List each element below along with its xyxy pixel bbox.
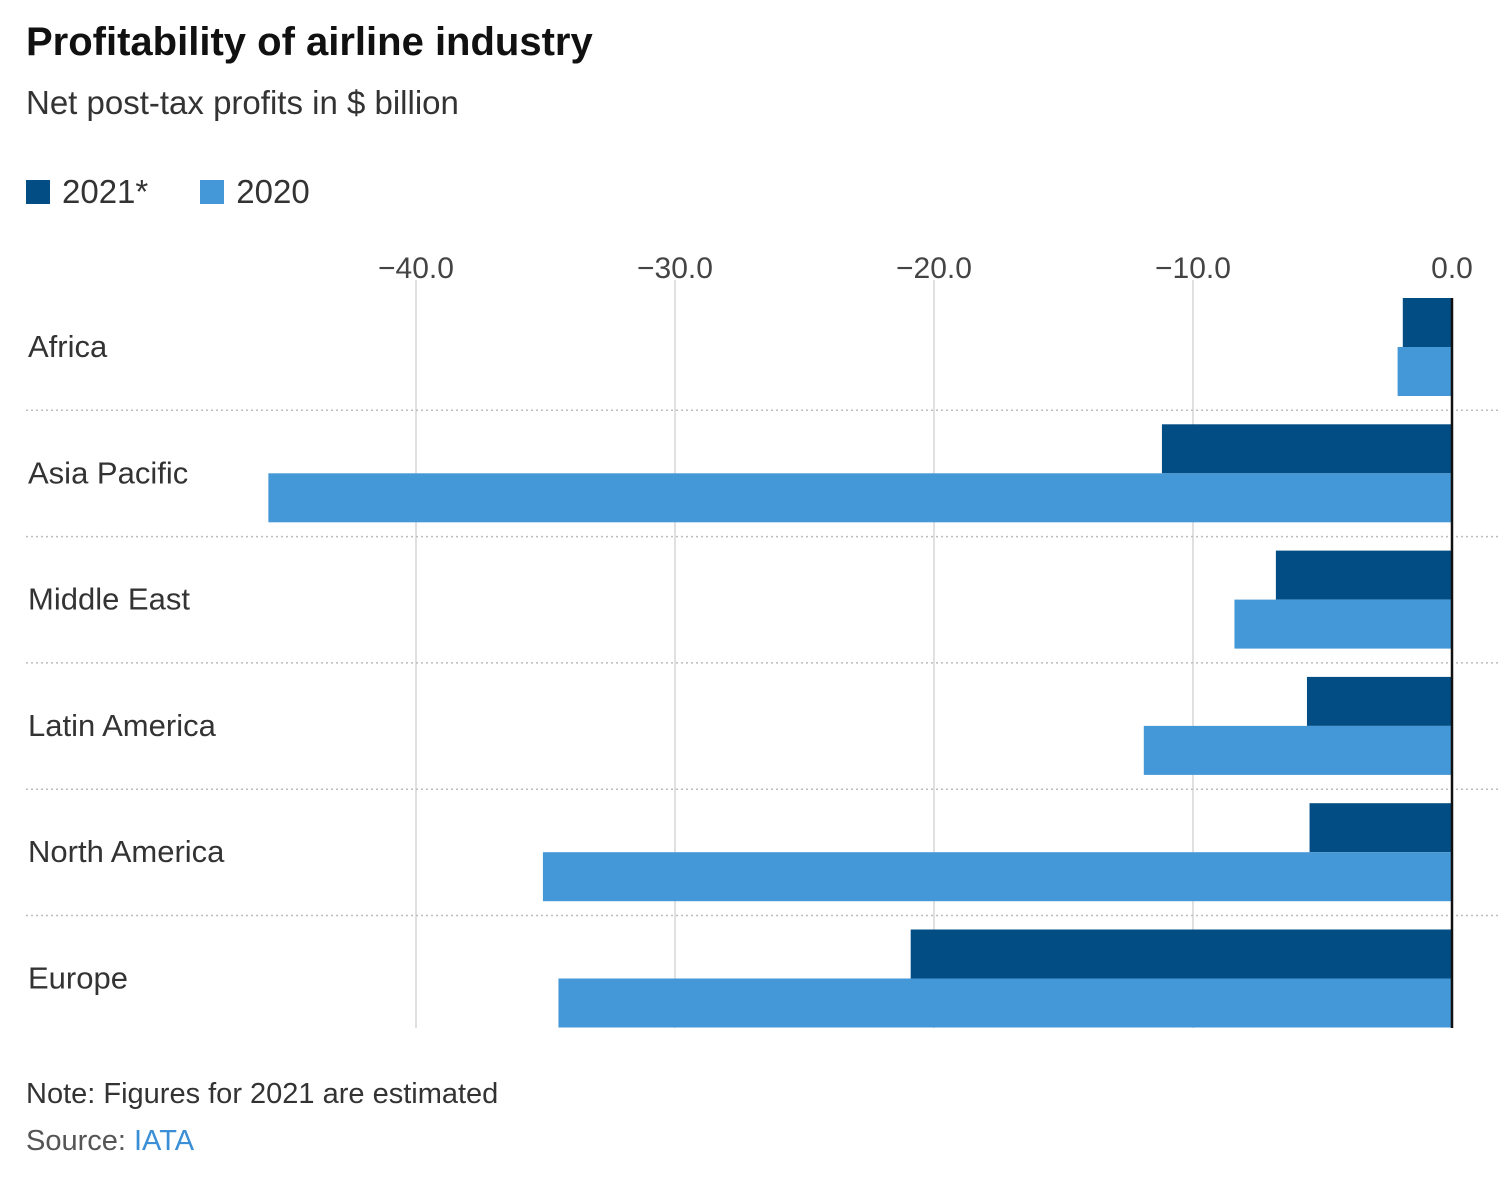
x-tick-label: −40.0 xyxy=(378,252,454,285)
legend-label-2020: 2020 xyxy=(236,173,310,210)
bar-2021-latin-america xyxy=(1306,676,1452,726)
legend-item-2020: 2020 xyxy=(200,173,310,211)
x-tick-label: 0.0 xyxy=(1431,252,1473,285)
chart-legend: 2021* 2020 xyxy=(26,172,362,212)
chart-source: Source: IATA xyxy=(26,1125,194,1158)
x-tick-label: −20.0 xyxy=(896,252,972,285)
category-label: Europe xyxy=(28,961,128,996)
x-tick-label: −30.0 xyxy=(637,252,713,285)
bar-2020-asia-pacific xyxy=(268,473,1452,523)
chart-title: Profitability of airline industry xyxy=(26,20,593,64)
bar-2021-asia-pacific xyxy=(1161,424,1452,474)
bar-chart: −40.0 −30.0 −20.0 −10.0 0.0 Africa Asia Pacifi… xyxy=(26,252,1500,1028)
bar-2021-africa xyxy=(1402,298,1452,347)
category-label: Latin America xyxy=(28,708,217,743)
chart-subtitle: Net post-tax profits in $ billion xyxy=(26,84,459,121)
bar-2021-europe xyxy=(910,929,1452,979)
bar-2020-latin-america xyxy=(1143,725,1452,775)
x-tick-label: −10.0 xyxy=(1155,252,1231,285)
category-label: Middle East xyxy=(28,582,190,617)
bar-2020-north-america xyxy=(542,852,1452,902)
legend-label-2021: 2021* xyxy=(62,173,149,210)
category-label: North America xyxy=(28,834,225,869)
bar-2020-africa xyxy=(1397,347,1452,396)
category-label: Asia Pacific xyxy=(28,455,188,490)
legend-item-2021: 2021* xyxy=(26,173,148,211)
bar-2021-middle-east xyxy=(1275,550,1452,600)
bar-2021-north-america xyxy=(1309,803,1452,853)
legend-swatch-2021 xyxy=(26,180,50,204)
source-prefix: Source: xyxy=(26,1125,134,1157)
bar-2020-middle-east xyxy=(1234,599,1452,649)
source-link[interactable]: IATA xyxy=(134,1125,195,1157)
legend-swatch-2020 xyxy=(200,180,225,204)
bar-2020-europe xyxy=(558,978,1452,1028)
chart-note: Note: Figures for 2021 are estimated xyxy=(26,1078,499,1110)
category-label: Africa xyxy=(28,329,108,364)
